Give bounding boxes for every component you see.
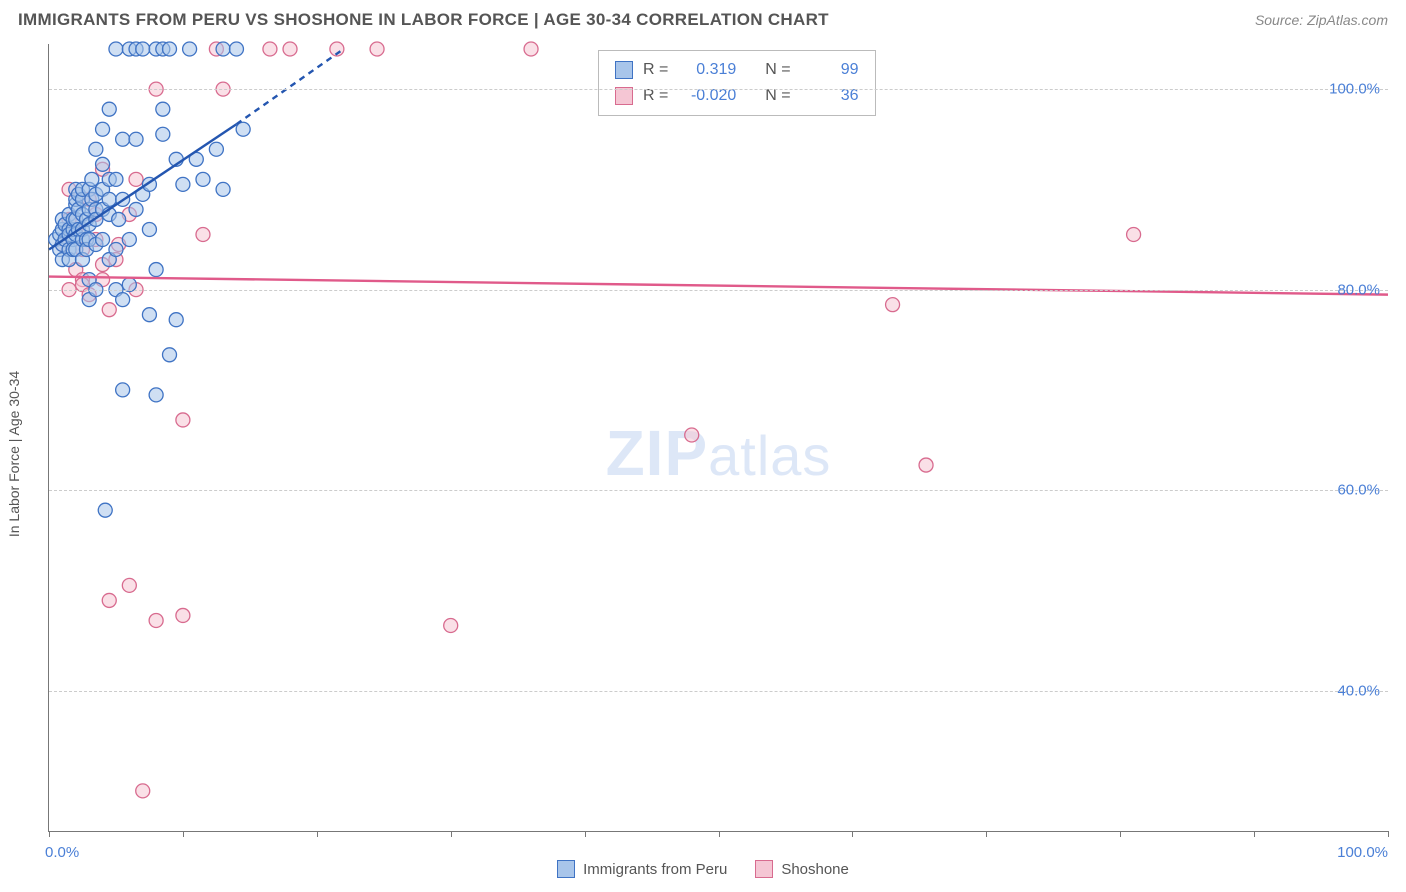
r-value-a: 0.319 [678,61,736,79]
y-axis-label: In Labor Force | Age 30-34 [6,371,22,537]
n-value-a: 99 [801,61,859,79]
n-label: N = [765,61,790,79]
y-tick-label: 80.0% [1337,281,1380,298]
source-label: Source: ZipAtlas.com [1255,12,1388,28]
chart-svg [49,44,1388,831]
x-axis-label-0: 0.0% [45,844,79,861]
y-tick-label: 60.0% [1337,482,1380,499]
x-axis-label-100: 100.0% [1337,844,1388,861]
y-tick-label: 100.0% [1329,81,1380,98]
y-tick-label: 40.0% [1337,682,1380,699]
r-label: R = [643,61,668,79]
stats-legend-box: R = 0.319 N = 99 R = -0.020 N = 36 [598,50,876,116]
stats-row-a: R = 0.319 N = 99 [615,57,859,83]
legend-item-a: Immigrants from Peru [557,860,727,878]
legend-label-b: Shoshone [781,861,849,878]
stats-row-b: R = -0.020 N = 36 [615,83,859,109]
chart-plot-area: ZIPatlas R = 0.319 N = 99 R = -0.020 N =… [48,44,1388,832]
legend-item-b: Shoshone [755,860,849,878]
bottom-legend: Immigrants from Peru Shoshone [0,860,1406,878]
legend-swatch-b [755,860,773,878]
legend-swatch-a [557,860,575,878]
legend-swatch-a [615,61,633,79]
chart-title: IMMIGRANTS FROM PERU VS SHOSHONE IN LABO… [18,10,829,30]
legend-label-a: Immigrants from Peru [583,861,727,878]
